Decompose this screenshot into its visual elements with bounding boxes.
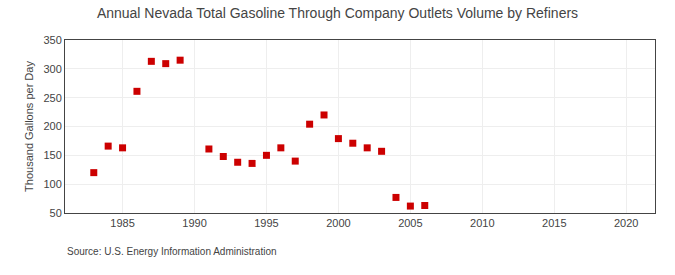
svg-text:2000: 2000 bbox=[326, 217, 350, 229]
svg-text:200: 200 bbox=[43, 120, 61, 132]
svg-text:2005: 2005 bbox=[398, 217, 422, 229]
svg-text:150: 150 bbox=[43, 149, 61, 161]
svg-text:350: 350 bbox=[43, 34, 61, 46]
svg-text:300: 300 bbox=[43, 63, 61, 75]
svg-text:Annual Nevada Total Gasoline T: Annual Nevada Total Gasoline Through Com… bbox=[97, 5, 578, 21]
svg-text:Thousand Gallons per Day: Thousand Gallons per Day bbox=[23, 61, 35, 192]
svg-text:1990: 1990 bbox=[182, 217, 206, 229]
svg-text:1985: 1985 bbox=[110, 217, 134, 229]
svg-text:1995: 1995 bbox=[254, 217, 278, 229]
svg-text:100: 100 bbox=[43, 178, 61, 190]
svg-text:250: 250 bbox=[43, 92, 61, 104]
svg-text:2020: 2020 bbox=[614, 217, 638, 229]
svg-text:50: 50 bbox=[50, 207, 62, 219]
svg-text:Source: U.S. Energy Informatio: Source: U.S. Energy Information Administ… bbox=[67, 246, 277, 257]
svg-text:2010: 2010 bbox=[470, 217, 494, 229]
svg-text:2015: 2015 bbox=[542, 217, 566, 229]
